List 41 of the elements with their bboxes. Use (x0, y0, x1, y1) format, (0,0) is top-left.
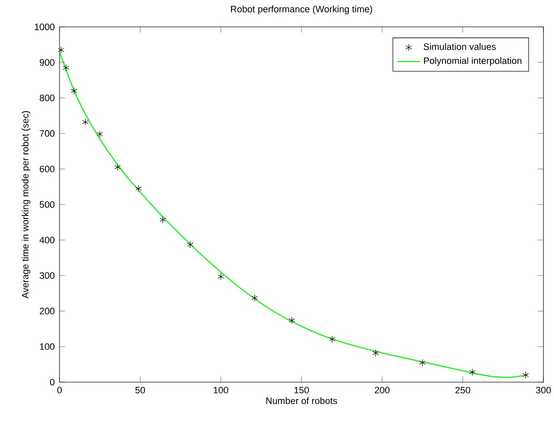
point (82, 118, 88, 126)
x-tick-label: 100 (214, 386, 228, 394)
y-tick-label: 300 (40, 272, 54, 279)
point (372, 349, 379, 356)
point (288, 316, 295, 324)
y-tick-label: 200 (40, 308, 54, 314)
point (70, 87, 78, 94)
y-axis-title: Average time in working mode per robot (sec) (22, 111, 30, 298)
point (96, 130, 103, 138)
y-tick-label: 900 (40, 59, 54, 66)
point (522, 371, 529, 378)
y-tick-label: 800 (40, 94, 54, 102)
legend-label: Simulation values (424, 43, 496, 50)
y-tick-label: 700 (40, 130, 54, 137)
point (187, 240, 194, 248)
line-series (60, 51, 528, 378)
point (469, 368, 476, 376)
y-tick-label: 500 (40, 201, 54, 208)
x-tick-label: 150 (294, 386, 309, 394)
y-tick-label: 600 (40, 166, 54, 172)
x-axis-title: Number of robots (266, 397, 338, 404)
chart-title: Robot performance (Working time) (231, 5, 372, 14)
y-tick-label: 1000 (34, 23, 54, 30)
point (114, 163, 121, 171)
point (62, 64, 70, 72)
x-tick-label: 50 (135, 386, 145, 394)
point (218, 272, 224, 280)
x-tick-label: 200 (374, 386, 390, 394)
x-tick-label: 0 (57, 386, 62, 394)
point (160, 216, 166, 224)
y-tick-label: 0 (50, 378, 54, 386)
point (58, 46, 64, 54)
x-tick-label: 300 (536, 386, 551, 394)
point (252, 294, 258, 302)
point (135, 184, 142, 192)
y-tick-label: 400 (40, 236, 54, 244)
x-tick-label: 250 (455, 386, 470, 394)
point (419, 358, 426, 366)
point (328, 335, 336, 343)
y-tick-label: 100 (40, 343, 54, 350)
legend-label: Polynomial interpolation (424, 57, 522, 66)
